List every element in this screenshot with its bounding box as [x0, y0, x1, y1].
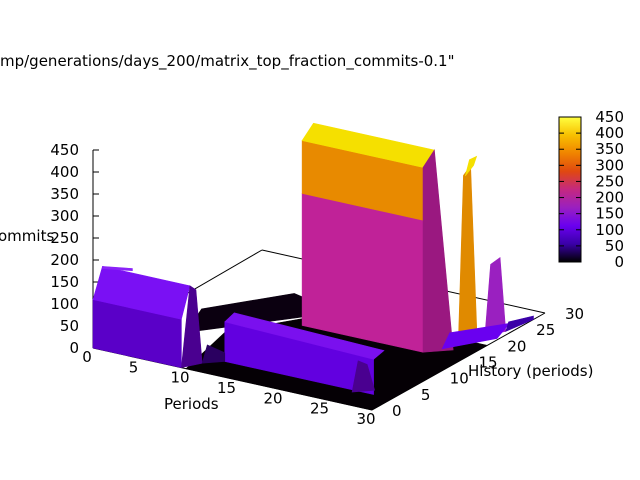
z-tick-label: 150 — [50, 273, 79, 291]
y-tick-label: 25 — [536, 321, 555, 339]
z-tick-label: 0 — [69, 339, 79, 357]
x-tick-label: 10 — [170, 369, 189, 387]
x-tick-label: 0 — [82, 348, 92, 366]
surface-spike — [464, 155, 478, 177]
z-tick-label: 300 — [50, 207, 79, 225]
z-tick-label: 350 — [50, 185, 79, 203]
z-tick-label: 100 — [50, 295, 79, 313]
x-axis-label: Periods — [164, 395, 219, 413]
x-tick-label: 15 — [217, 379, 236, 397]
colorbar-tick-label: 150 — [595, 205, 624, 223]
y-axis-ticks: 0 5 10 15 20 25 30 — [392, 305, 584, 420]
z-tick-label: 50 — [60, 317, 79, 335]
surface-left-top — [102, 266, 133, 272]
y-tick-label: 30 — [565, 305, 584, 323]
surface-spike — [484, 257, 507, 337]
x-tick-label: 25 — [310, 400, 329, 418]
z-tick-label: 250 — [50, 229, 79, 247]
z-axis: 0 50 100 150 200 250 300 350 400 450 ommits — [0, 141, 99, 357]
surface-left-edge — [201, 344, 226, 364]
z-tick-label: 200 — [50, 251, 79, 269]
surface-spike — [351, 360, 376, 393]
chart-title: mp/generations/days_200/matrix_top_fract… — [0, 52, 455, 71]
colorbar-tick-label: 50 — [605, 237, 624, 255]
y-tick-label: 20 — [507, 337, 526, 355]
z-tick-label: 400 — [50, 163, 79, 181]
y-tick-label: 15 — [479, 354, 498, 372]
surface-left-edge — [181, 285, 203, 369]
x-tick-label: 20 — [263, 389, 282, 407]
colorbar-tick-label: 400 — [595, 124, 624, 142]
x-tick-label: 5 — [129, 358, 139, 376]
colorbar-tick-label: 450 — [595, 108, 624, 126]
surface-wall-lower — [301, 193, 424, 353]
surface-mesh — [92, 122, 534, 411]
z-axis-label: ommits — [0, 227, 54, 245]
colorbar-tick-label: 200 — [595, 189, 624, 207]
surface-spike — [505, 315, 534, 332]
x-tick-label: 30 — [356, 410, 375, 428]
y-tick-label: 10 — [450, 370, 469, 388]
surface-spike — [458, 164, 478, 344]
colorbar-tick-label: 250 — [595, 172, 624, 190]
colorbar-gradient — [558, 116, 582, 263]
colorbar-tick-label: 0 — [614, 253, 624, 271]
colorbar-tick-label: 350 — [595, 140, 624, 158]
colorbar-tick-label: 300 — [595, 156, 624, 174]
y-tick-label: 0 — [392, 402, 402, 420]
surface-side — [422, 149, 454, 353]
x-axis-ticks: 0 5 10 15 20 25 30 — [82, 348, 375, 428]
surface-front-slab-top — [224, 312, 385, 360]
y-tick-label: 5 — [421, 386, 431, 404]
z-tick-label: 450 — [50, 141, 79, 159]
y-axis-label: History (periods) — [468, 362, 593, 380]
colorbar-tick-label: 100 — [595, 221, 624, 239]
